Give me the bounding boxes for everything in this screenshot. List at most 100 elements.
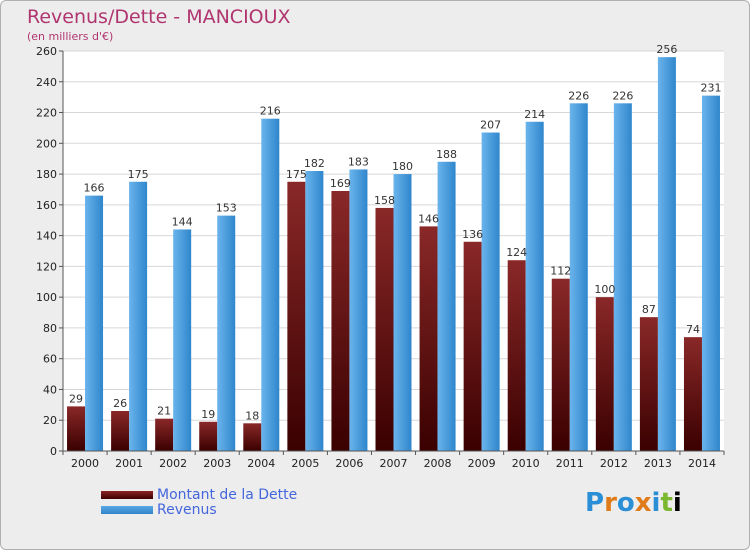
data-label-revenus: 175 [128,168,149,181]
bar-revenus [261,118,280,451]
legend-label-revenus: Revenus [157,502,217,518]
x-tick-label: 2001 [115,457,143,470]
data-label-revenus: 153 [216,202,237,215]
y-tick-label: 120 [36,260,57,273]
y-tick-label: 200 [36,137,57,150]
data-label-dette: 87 [642,303,656,316]
data-label-dette: 26 [113,397,127,410]
bar-revenus [305,171,324,451]
y-tick-label: 260 [36,45,57,58]
data-label-dette: 124 [506,246,527,259]
bar-revenus [85,195,104,451]
bar-dette [375,207,394,451]
bar-dette [67,406,86,451]
y-tick-label: 40 [43,383,57,396]
legend-swatch-revenus [101,506,153,514]
data-label-revenus: 182 [304,157,325,170]
y-tick-label: 180 [36,168,57,181]
bars [67,57,720,452]
bar-revenus [393,174,412,452]
data-label-revenus: 216 [260,105,281,118]
bar-dette [155,418,174,451]
data-label-dette: 18 [245,409,259,422]
bar-dette [287,181,306,451]
y-tick-label: 100 [36,291,57,304]
x-tick-label: 2012 [600,457,628,470]
bar-dette [463,241,482,451]
x-tick-label: 2003 [203,457,231,470]
bar-dette [683,337,702,451]
bar-dette [507,260,526,451]
data-label-revenus: 183 [348,155,369,168]
bar-dette [419,226,438,451]
data-label-dette: 21 [157,405,171,418]
legend-label-dette: Montant de la Dette [157,487,298,503]
x-tick-label: 2011 [556,457,584,470]
bar-revenus [613,103,632,452]
y-tick-label: 240 [36,76,57,89]
x-tick-label: 2005 [291,457,319,470]
bar-revenus [569,103,588,452]
bar-dette [331,191,350,451]
data-label-revenus: 231 [700,82,721,95]
proxiti-logo: Proxiti [585,488,682,518]
y-tick-label: 160 [36,199,57,212]
bar-revenus [525,121,544,452]
bar-revenus [657,57,676,452]
bar-revenus [437,161,456,451]
bar-dette [551,278,570,451]
x-tick-label: 2013 [644,457,672,470]
data-label-revenus: 226 [568,89,589,102]
bar-revenus [349,169,368,451]
chart-title: Revenus/Dette - MANCIOUX [27,6,291,28]
bar-dette [595,297,614,451]
x-tick-label: 2014 [688,457,716,470]
x-tick-label: 2010 [512,457,540,470]
y-tick-label: 80 [43,322,57,335]
bar-revenus [129,181,148,451]
x-tick-label: 2009 [468,457,496,470]
data-label-dette: 175 [286,168,307,181]
x-tick-label: 2000 [71,457,99,470]
x-tick-label: 2006 [335,457,363,470]
bar-revenus [701,95,720,451]
data-label-dette: 169 [330,177,351,190]
data-label-dette: 146 [418,212,439,225]
bar-revenus [173,229,192,451]
data-label-revenus: 180 [392,160,413,173]
data-label-revenus: 214 [524,108,545,121]
data-label-dette: 74 [686,323,700,336]
x-tick-label: 2008 [424,457,452,470]
bar-revenus [481,132,500,452]
x-tick-label: 2007 [380,457,408,470]
bar-dette [111,411,130,451]
data-label-revenus: 144 [172,215,193,228]
data-label-dette: 136 [462,228,483,241]
y-tick-label: 0 [50,445,57,458]
x-tick-label: 2002 [159,457,187,470]
x-axis: 2000 2001 2002 2003 2004 2005 2006 2007 2008 2009… [62,450,725,470]
bar-dette [243,423,262,451]
data-label-dette: 100 [594,283,615,296]
data-label-revenus: 188 [436,148,457,161]
y-tick-label: 20 [43,414,57,427]
data-label-dette: 19 [201,408,215,421]
value-labels: 2916626175211441915318216175182169183158… [69,43,721,422]
legend-swatch-dette [101,491,153,499]
data-label-revenus: 256 [656,43,677,56]
data-label-dette: 112 [550,265,571,278]
data-label-revenus: 166 [84,182,105,195]
bar-dette [199,421,218,451]
bar-revenus [217,215,236,451]
y-axis: 0 20 40 60 80 100 120 140 160 180 200 220 240 260 [36,45,64,458]
y-tick-label: 60 [43,353,57,366]
bar-dette [639,317,658,451]
x-tick-label: 2004 [247,457,275,470]
data-label-revenus: 207 [480,119,501,132]
y-tick-label: 140 [36,230,57,243]
data-label-revenus: 226 [612,89,633,102]
data-label-dette: 158 [374,194,395,207]
data-label-dette: 29 [69,392,83,405]
